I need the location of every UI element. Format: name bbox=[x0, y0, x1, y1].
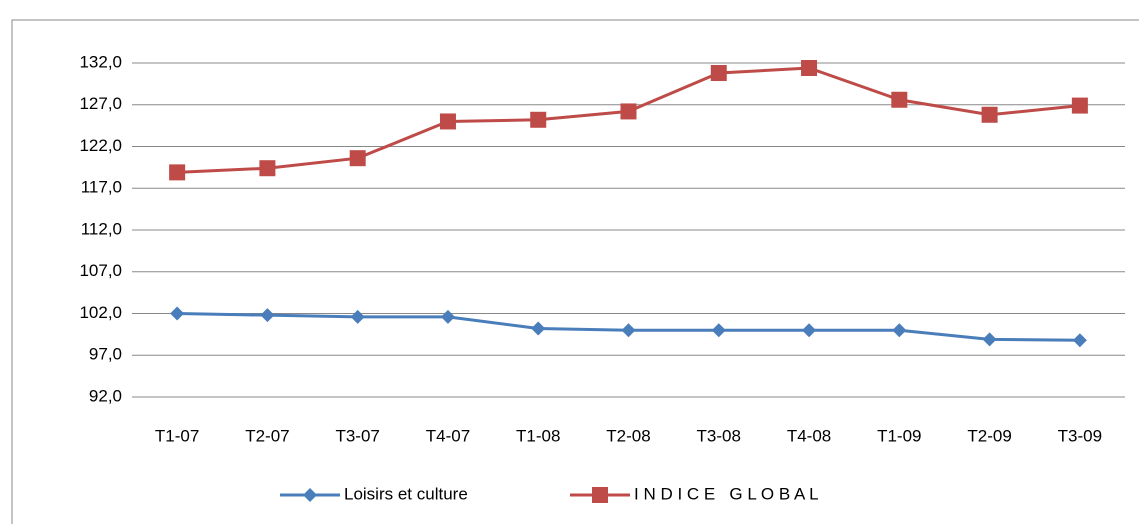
y-tick-label: 117,0 bbox=[81, 178, 122, 197]
marker bbox=[170, 306, 185, 321]
x-tick-label: T3-08 bbox=[697, 426, 741, 445]
x-tick-label: T1-07 bbox=[155, 426, 199, 445]
y-tick-label: 132,0 bbox=[79, 52, 122, 71]
x-tick-label: T2-08 bbox=[606, 426, 650, 445]
marker bbox=[982, 332, 997, 347]
marker bbox=[259, 160, 276, 177]
marker bbox=[710, 65, 727, 82]
y-tick-label: 92,0 bbox=[89, 386, 122, 405]
marker bbox=[621, 323, 636, 338]
marker bbox=[1072, 333, 1087, 348]
marker bbox=[439, 113, 456, 130]
x-tick-label: T1-08 bbox=[516, 426, 560, 445]
marker bbox=[350, 309, 365, 324]
marker bbox=[1071, 97, 1088, 114]
legend-label: I N D I C E G L O B A L bbox=[634, 484, 819, 503]
x-tick-label: T4-07 bbox=[426, 426, 470, 445]
marker bbox=[620, 103, 637, 120]
marker bbox=[169, 164, 186, 181]
marker bbox=[531, 321, 546, 336]
marker bbox=[303, 488, 317, 502]
marker bbox=[981, 106, 998, 123]
marker bbox=[349, 150, 366, 167]
y-tick-label: 112,0 bbox=[81, 219, 122, 238]
y-tick-label: 102,0 bbox=[79, 303, 122, 322]
x-tick-label: T3-07 bbox=[335, 426, 379, 445]
legend-label: Loisirs et culture bbox=[344, 484, 468, 503]
marker bbox=[711, 323, 726, 338]
marker bbox=[530, 111, 547, 128]
y-tick-label: 107,0 bbox=[79, 261, 122, 280]
y-tick-label: 97,0 bbox=[89, 345, 122, 364]
marker bbox=[892, 323, 907, 338]
x-tick-label: T3-09 bbox=[1058, 426, 1102, 445]
x-tick-label: T4-08 bbox=[787, 426, 831, 445]
y-tick-label: 127,0 bbox=[79, 94, 122, 113]
marker bbox=[891, 91, 908, 108]
marker bbox=[801, 60, 818, 77]
marker bbox=[260, 308, 275, 323]
x-tick-label: T1-09 bbox=[877, 426, 921, 445]
y-tick-label: 122,0 bbox=[79, 136, 122, 155]
x-tick-label: T2-07 bbox=[245, 426, 289, 445]
x-tick-label: T2-09 bbox=[967, 426, 1011, 445]
marker bbox=[440, 309, 455, 324]
marker bbox=[592, 487, 608, 503]
marker bbox=[802, 323, 817, 338]
